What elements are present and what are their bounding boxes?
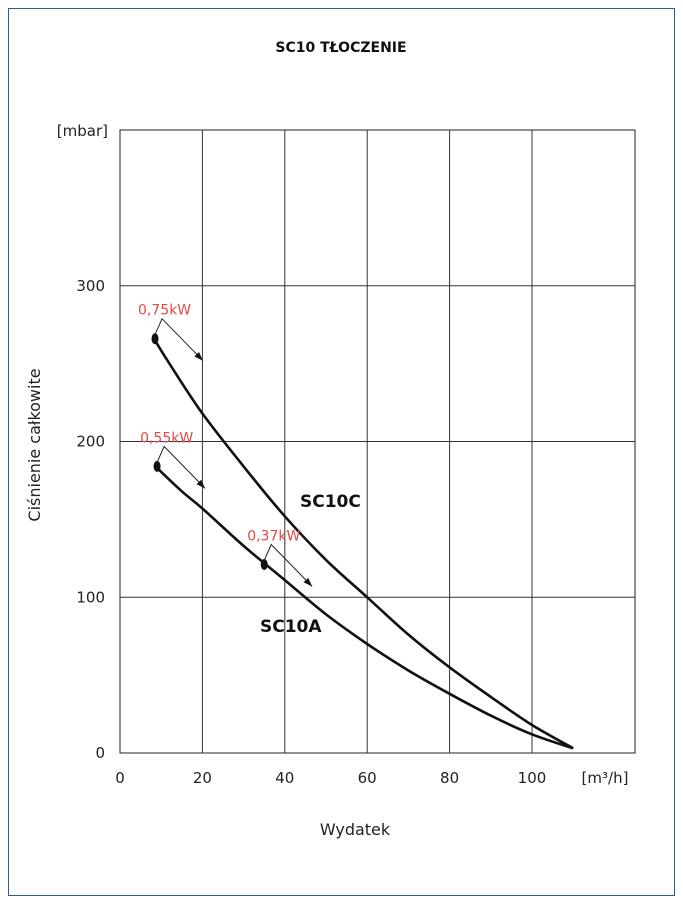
power-point-marker bbox=[151, 333, 159, 345]
x-axis-label: Wydatek bbox=[320, 820, 391, 839]
y-tick-label: 100 bbox=[76, 588, 105, 606]
power-arrow-head bbox=[194, 352, 203, 361]
y-tick-label: 0 bbox=[95, 744, 105, 762]
x-tick-label: 40 bbox=[275, 769, 294, 787]
x-tick-label: 0 bbox=[115, 769, 125, 787]
series-line-sc10a bbox=[156, 467, 574, 750]
x-unit-label: [m³/h] bbox=[582, 769, 629, 787]
x-tick-label: 80 bbox=[440, 769, 459, 787]
y-tick-label: 200 bbox=[76, 433, 105, 451]
x-tick-label: 100 bbox=[518, 769, 547, 787]
power-label: 0,55kW bbox=[140, 430, 193, 446]
series-layer bbox=[153, 339, 574, 750]
y-axis-label: Ciśnienie całkowite bbox=[25, 368, 44, 521]
power-arrow-line bbox=[154, 317, 204, 362]
power-arrow-head bbox=[196, 479, 206, 489]
power-arrow-head bbox=[303, 577, 313, 587]
power-label: 0,37kW bbox=[247, 529, 300, 545]
series-label-sc10a: SC10A bbox=[260, 617, 322, 637]
power-point-marker bbox=[260, 559, 268, 571]
power-point-marker bbox=[153, 460, 161, 472]
power-arrow-line bbox=[263, 543, 313, 587]
chart-frame bbox=[8, 8, 675, 896]
chart-title: SC10 TŁOCZENIE bbox=[275, 40, 406, 56]
x-tick-label: 60 bbox=[358, 769, 377, 787]
series-label-sc10c: SC10C bbox=[300, 492, 361, 512]
power-arrow-line bbox=[156, 445, 206, 489]
power-label: 0,75kW bbox=[138, 303, 191, 319]
tick-labels: 0 20 40 60 80 100 0 100 200 300 bbox=[76, 277, 546, 787]
x-tick-label: 20 bbox=[193, 769, 212, 787]
series-line-sc10c bbox=[153, 339, 574, 750]
y-unit-label: [mbar] bbox=[57, 122, 108, 140]
y-tick-label: 300 bbox=[76, 277, 105, 295]
power-markers: 0,75kW 0,55kW 0,37kW bbox=[138, 303, 313, 587]
grid bbox=[119, 129, 636, 754]
